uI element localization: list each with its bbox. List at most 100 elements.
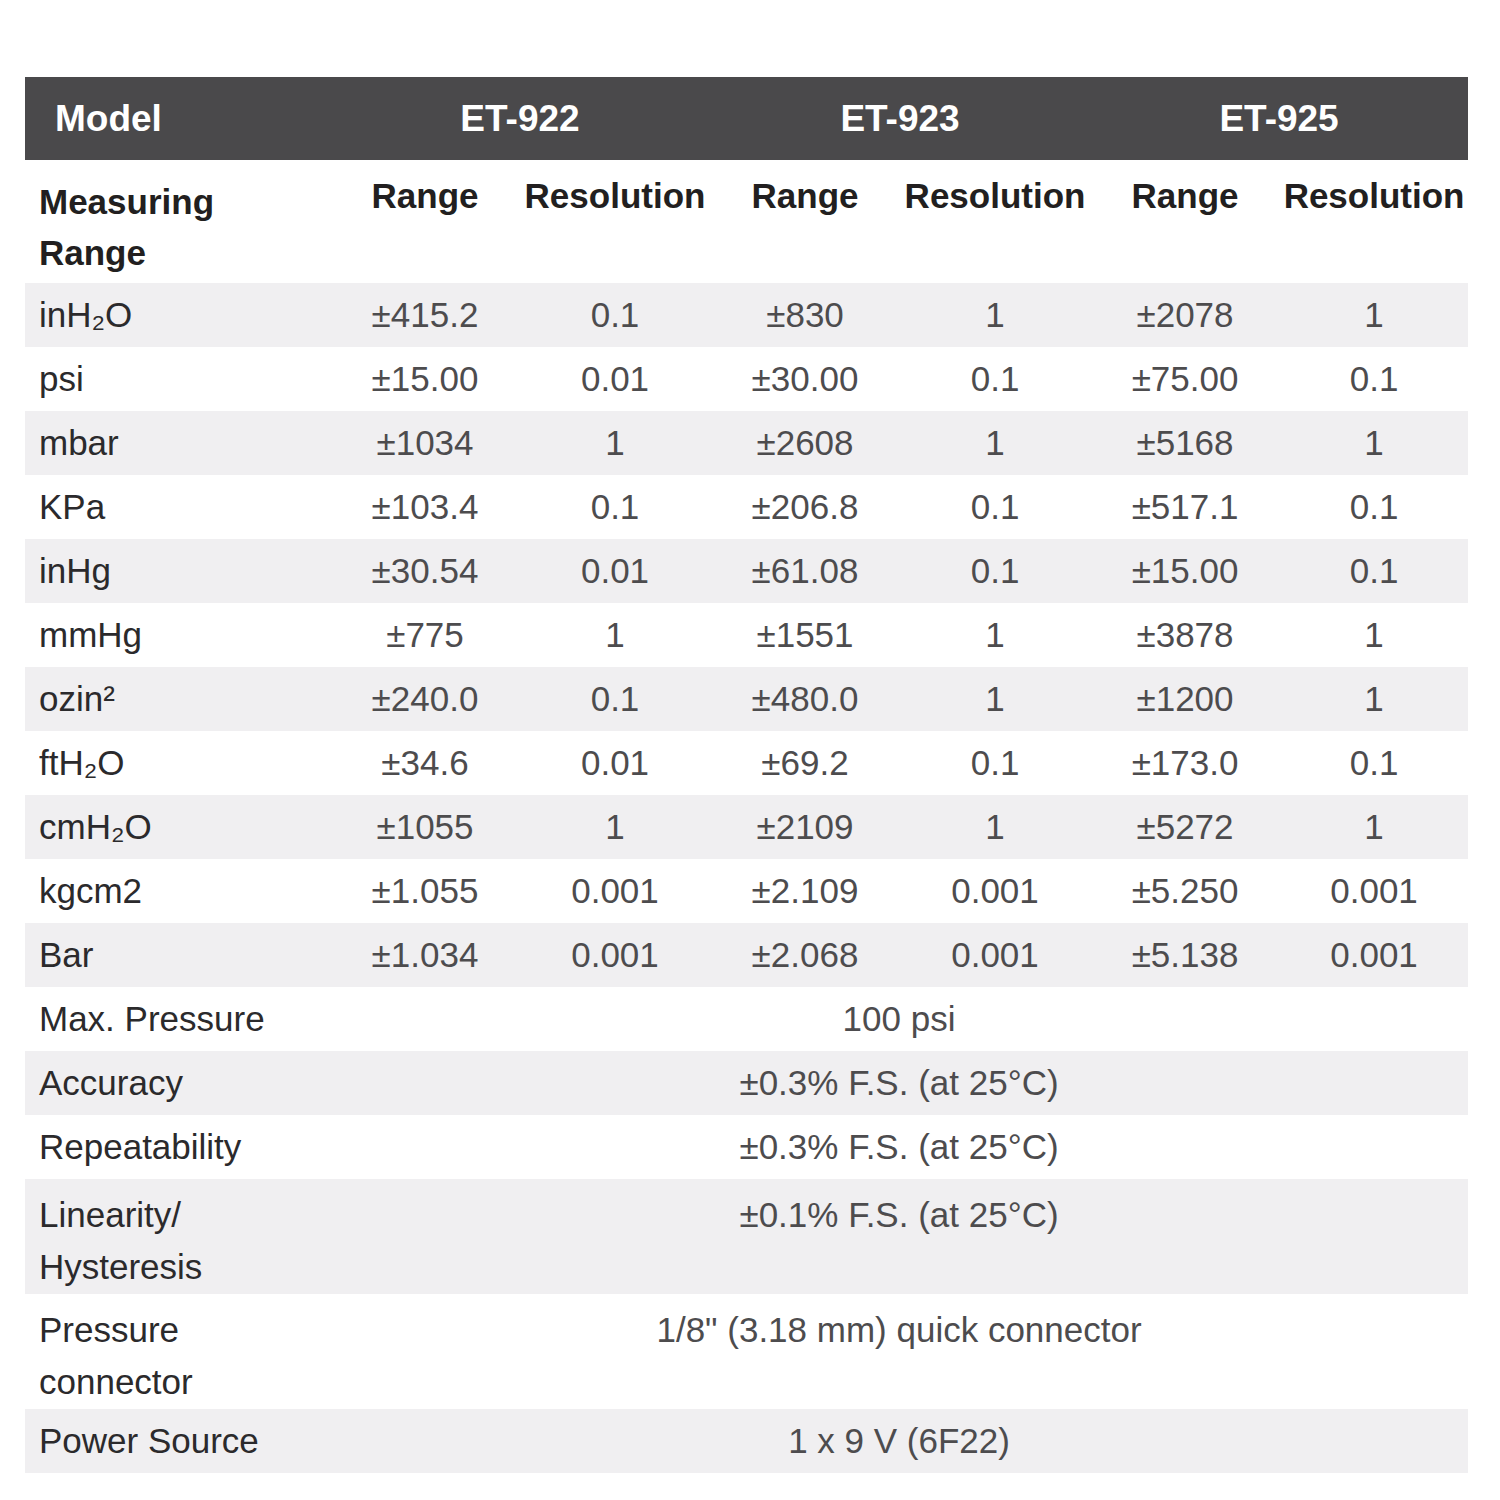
range-value: ±15.00	[1090, 539, 1280, 603]
resolution-value: 0.1	[900, 475, 1090, 539]
range-value: ±240.0	[330, 667, 520, 731]
table-row-cmh2o: cmH₂O ±1055 1 ±2109 1 ±5272 1	[25, 795, 1468, 859]
table-row-inhg: inHg ±30.54 0.01 ±61.08 0.1 ±15.00 0.1	[25, 539, 1468, 603]
unit-label: mbar	[25, 411, 330, 475]
resolution-value: 0.01	[520, 539, 710, 603]
column-header-range-et925: Range	[1090, 160, 1280, 283]
model-header-row: Model ET-922 ET-923 ET-925	[25, 77, 1468, 160]
range-value: ±69.2	[710, 731, 900, 795]
range-value: ±1.055	[330, 859, 520, 923]
resolution-value: 0.01	[520, 731, 710, 795]
table-row-bar: Bar ±1.034 0.001 ±2.068 0.001 ±5.138 0.0…	[25, 923, 1468, 987]
spec-table: Model ET-922 ET-923 ET-925 Measuring Ran…	[25, 77, 1468, 1473]
unit-label: KPa	[25, 475, 330, 539]
model-header-label: Model	[25, 77, 330, 160]
table-row-inh2o: inH₂O ±415.2 0.1 ±830 1 ±2078 1	[25, 283, 1468, 347]
range-value: ±173.0	[1090, 731, 1280, 795]
range-value: ±415.2	[330, 283, 520, 347]
range-value: ±2078	[1090, 283, 1280, 347]
spec-value: ±0.3% F.S. (at 25°C)	[330, 1115, 1468, 1179]
spec-value: 1/8" (3.18 mm) quick connector	[330, 1294, 1468, 1409]
resolution-value: 1	[900, 283, 1090, 347]
spec-value: 1 x 9 V (6F22)	[330, 1409, 1468, 1473]
model-header-et923: ET-923	[710, 77, 1090, 160]
resolution-value: 0.1	[1280, 475, 1468, 539]
range-value: ±2608	[710, 411, 900, 475]
spec-row-linearity-hysteresis: Linearity/ Hysteresis ±0.1% F.S. (at 25°…	[25, 1179, 1468, 1294]
range-value: ±5272	[1090, 795, 1280, 859]
unit-label: kgcm2	[25, 859, 330, 923]
table-row-mmhg: mmHg ±775 1 ±1551 1 ±3878 1	[25, 603, 1468, 667]
spec-row-accuracy: Accuracy ±0.3% F.S. (at 25°C)	[25, 1051, 1468, 1115]
range-value: ±30.00	[710, 347, 900, 411]
table-row-ozin2: ozin² ±240.0 0.1 ±480.0 1 ±1200 1	[25, 667, 1468, 731]
range-value: ±517.1	[1090, 475, 1280, 539]
column-header-range-et922: Range	[330, 160, 520, 283]
resolution-value: 0.1	[900, 539, 1090, 603]
range-value: ±2.068	[710, 923, 900, 987]
spec-row-repeatability: Repeatability ±0.3% F.S. (at 25°C)	[25, 1115, 1468, 1179]
resolution-value: 0.001	[1280, 923, 1468, 987]
range-value: ±480.0	[710, 667, 900, 731]
column-header-resolution-et923: Resolution	[900, 160, 1090, 283]
model-header-et922: ET-922	[330, 77, 710, 160]
spec-label: Power Source	[25, 1409, 330, 1473]
unit-label: psi	[25, 347, 330, 411]
unit-label: mmHg	[25, 603, 330, 667]
resolution-value: 0.001	[900, 923, 1090, 987]
range-value: ±5.138	[1090, 923, 1280, 987]
resolution-value: 1	[520, 795, 710, 859]
unit-label: inHg	[25, 539, 330, 603]
table-row-psi: psi ±15.00 0.01 ±30.00 0.1 ±75.00 0.1	[25, 347, 1468, 411]
unit-label: cmH₂O	[25, 795, 330, 859]
table-row-fth2o: ftH₂O ±34.6 0.01 ±69.2 0.1 ±173.0 0.1	[25, 731, 1468, 795]
unit-label: Bar	[25, 923, 330, 987]
resolution-value: 0.1	[1280, 347, 1468, 411]
resolution-value: 1	[520, 603, 710, 667]
range-value: ±15.00	[330, 347, 520, 411]
spec-row-power-source: Power Source 1 x 9 V (6F22)	[25, 1409, 1468, 1473]
spec-label: Max. Pressure	[25, 987, 330, 1051]
range-value: ±1034	[330, 411, 520, 475]
range-value: ±2.109	[710, 859, 900, 923]
resolution-value: 1	[1280, 283, 1468, 347]
range-value: ±1551	[710, 603, 900, 667]
resolution-value: 0.1	[1280, 539, 1468, 603]
range-value: ±1200	[1090, 667, 1280, 731]
resolution-value: 1	[900, 411, 1090, 475]
resolution-value: 1	[1280, 795, 1468, 859]
range-value: ±830	[710, 283, 900, 347]
unit-label: inH₂O	[25, 283, 330, 347]
range-value: ±2109	[710, 795, 900, 859]
table-row-kpa: KPa ±103.4 0.1 ±206.8 0.1 ±517.1 0.1	[25, 475, 1468, 539]
resolution-value: 0.1	[520, 283, 710, 347]
resolution-value: 0.1	[520, 475, 710, 539]
range-value: ±5.250	[1090, 859, 1280, 923]
range-value: ±5168	[1090, 411, 1280, 475]
spec-label: Repeatability	[25, 1115, 330, 1179]
resolution-value: 0.001	[900, 859, 1090, 923]
resolution-value: 1	[900, 795, 1090, 859]
spec-label: Accuracy	[25, 1051, 330, 1115]
spec-label: Pressure connector	[25, 1294, 330, 1409]
resolution-value: 0.1	[520, 667, 710, 731]
table-row-mbar: mbar ±1034 1 ±2608 1 ±5168 1	[25, 411, 1468, 475]
range-value: ±1055	[330, 795, 520, 859]
range-value: ±1.034	[330, 923, 520, 987]
resolution-value: 1	[1280, 411, 1468, 475]
unit-label: ftH₂O	[25, 731, 330, 795]
resolution-value: 0.001	[520, 923, 710, 987]
spec-row-pressure-connector: Pressure connector 1/8" (3.18 mm) quick …	[25, 1294, 1468, 1409]
spec-label: Linearity/ Hysteresis	[25, 1179, 330, 1294]
resolution-value: 1	[900, 667, 1090, 731]
column-header-row: Measuring Range Range Resolution Range R…	[25, 160, 1468, 283]
resolution-value: 1	[900, 603, 1090, 667]
column-header-resolution-et922: Resolution	[520, 160, 710, 283]
spec-row-max-pressure: Max. Pressure 100 psi	[25, 987, 1468, 1051]
resolution-value: 0.1	[900, 347, 1090, 411]
resolution-value: 0.001	[520, 859, 710, 923]
spec-sheet-page: Model ET-922 ET-923 ET-925 Measuring Ran…	[0, 0, 1500, 1500]
range-value: ±30.54	[330, 539, 520, 603]
column-header-resolution-et925: Resolution	[1280, 160, 1468, 283]
resolution-value: 0.1	[1280, 731, 1468, 795]
